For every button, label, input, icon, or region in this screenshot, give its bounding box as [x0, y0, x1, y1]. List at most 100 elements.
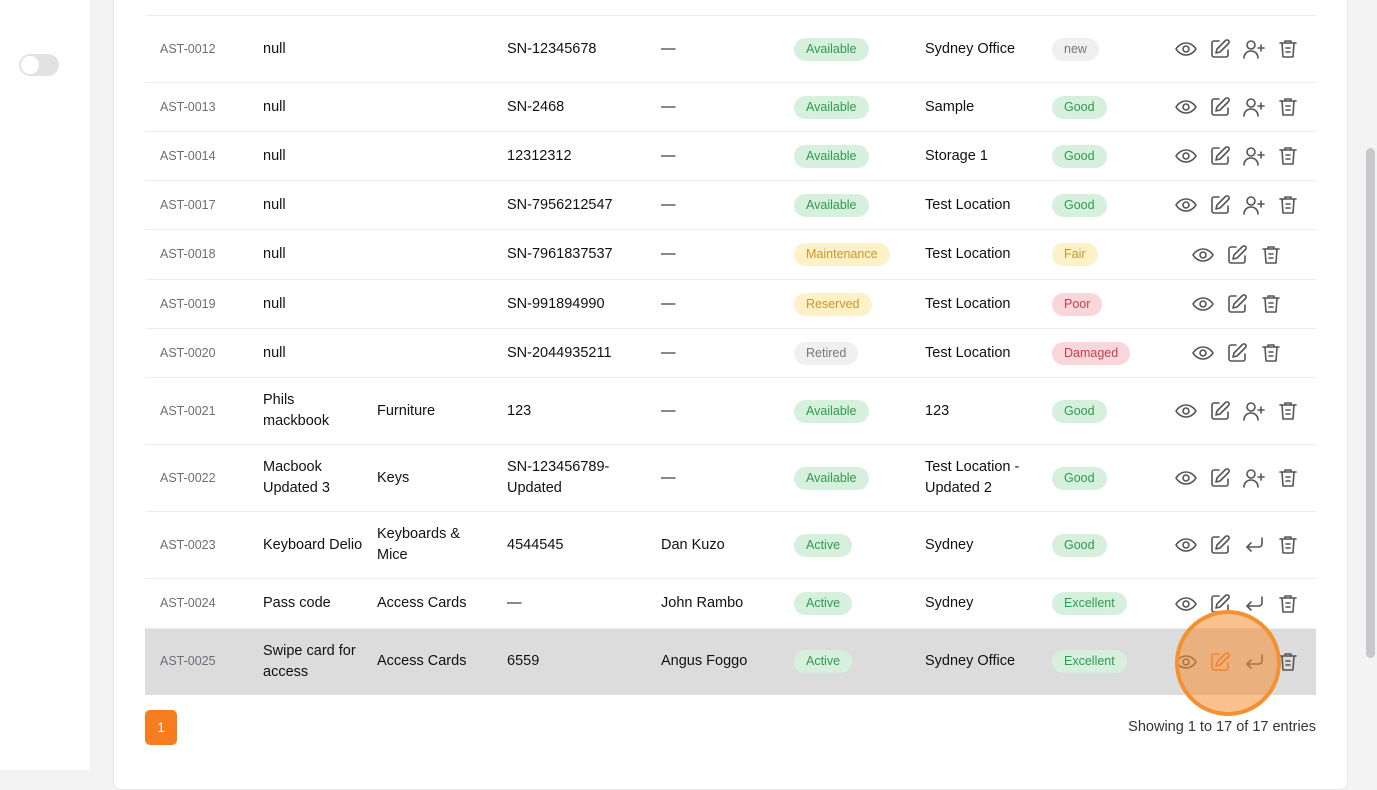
table-row: AST-0019 null SN-991894990 — Reserved Te… [145, 279, 1316, 329]
edit-icon[interactable] [1208, 193, 1232, 217]
eye-icon[interactable] [1174, 399, 1198, 423]
asset-category: Access Cards [377, 653, 467, 670]
trash-icon[interactable] [1276, 466, 1300, 490]
eye-icon[interactable] [1174, 144, 1198, 168]
asset-name: null [263, 295, 286, 312]
table-row: AST-0025 Swipe card for access Access Ca… [145, 628, 1316, 695]
asset-id: AST-0019 [160, 296, 216, 311]
row-actions [1167, 399, 1307, 423]
trash-icon[interactable] [1276, 193, 1300, 217]
asset-serial: SN-7956212547 [507, 196, 613, 213]
trash-icon[interactable] [1276, 144, 1300, 168]
asset-location: Test Location [925, 246, 1011, 262]
asset-location: Sydney Office [925, 40, 1016, 57]
row-actions [1167, 95, 1307, 119]
trash-icon[interactable] [1276, 592, 1300, 616]
asset-location: Sydney Office [925, 653, 1016, 670]
table-row: AST-0020 null SN-2044935211 — Retired Te… [145, 328, 1316, 378]
asset-location: 123 [925, 402, 950, 419]
row-actions [1167, 193, 1307, 217]
condition-badge: new [1052, 37, 1099, 61]
return-icon[interactable] [1242, 533, 1266, 557]
condition-badge: Good [1052, 95, 1107, 119]
eye-icon[interactable] [1174, 37, 1198, 61]
assigned-to: — [661, 402, 676, 419]
edit-icon[interactable] [1225, 292, 1249, 316]
asset-id: AST-0018 [160, 247, 216, 261]
asset-serial: SN-991894990 [507, 295, 605, 312]
trash-icon[interactable] [1259, 243, 1283, 267]
row-actions [1167, 144, 1307, 168]
return-icon[interactable] [1242, 592, 1266, 616]
asset-serial: SN-12345678 [507, 40, 597, 57]
trash-icon[interactable] [1259, 341, 1283, 365]
asset-id: AST-0017 [160, 197, 216, 212]
row-actions [1167, 37, 1307, 61]
asset-name: Pass code [263, 595, 331, 611]
edit-icon[interactable] [1208, 466, 1232, 490]
asset-location: Storage 1 [925, 147, 988, 164]
scrollbar[interactable] [1366, 148, 1375, 658]
asset-category [377, 181, 507, 230]
eye-icon[interactable] [1174, 193, 1198, 217]
user-plus-icon[interactable] [1242, 95, 1266, 119]
asset-location: Sydney [925, 595, 974, 611]
asset-name: null [263, 98, 286, 115]
edit-icon[interactable] [1225, 341, 1249, 365]
asset-location: Test Location [925, 196, 1011, 213]
asset-id: AST-0014 [160, 148, 216, 163]
table-row: AST-0018 null SN-7961837537 — Maintenanc… [145, 229, 1316, 280]
row-actions [1167, 243, 1307, 267]
asset-serial: 12312312 [507, 147, 572, 164]
sidebar [0, 0, 90, 770]
eye-icon[interactable] [1191, 341, 1215, 365]
status-badge: Reserved [794, 292, 872, 316]
eye-icon[interactable] [1174, 592, 1198, 616]
assigned-to: — [661, 196, 676, 213]
status-badge: Available [794, 95, 869, 119]
edit-icon[interactable] [1225, 243, 1249, 267]
edit-icon[interactable] [1208, 399, 1232, 423]
status-badge: Retired [794, 341, 859, 365]
trash-icon[interactable] [1276, 95, 1300, 119]
asset-id: AST-0013 [160, 99, 216, 114]
asset-serial: SN-7961837537 [507, 246, 613, 262]
toggle-knob [21, 56, 39, 74]
edit-icon[interactable] [1208, 37, 1232, 61]
eye-icon[interactable] [1191, 243, 1215, 267]
assigned-to: John Rambo [661, 595, 744, 611]
trash-icon[interactable] [1276, 37, 1300, 61]
condition-badge: Good [1052, 144, 1107, 168]
asset-name: Swipe card for access [263, 642, 356, 680]
eye-icon[interactable] [1174, 533, 1198, 557]
eye-icon[interactable] [1174, 466, 1198, 490]
table-row: AST-0012 null SN-12345678 — Available Sy… [145, 15, 1316, 83]
page-1-button[interactable]: 1 [145, 710, 177, 745]
trash-icon[interactable] [1259, 292, 1283, 316]
user-plus-icon[interactable] [1242, 193, 1266, 217]
edit-icon[interactable] [1208, 533, 1232, 557]
eye-icon[interactable] [1174, 95, 1198, 119]
assigned-to: Angus Foggo [661, 653, 748, 670]
user-plus-icon[interactable] [1242, 466, 1266, 490]
trash-icon[interactable] [1276, 399, 1300, 423]
trash-icon[interactable] [1276, 533, 1300, 557]
eye-icon[interactable] [1191, 292, 1215, 316]
row-actions [1167, 592, 1307, 616]
assigned-to: — [661, 40, 676, 57]
assets-card [113, 0, 1348, 790]
edit-icon[interactable] [1208, 144, 1232, 168]
asset-id: AST-0025 [160, 654, 216, 669]
assigned-to: — [661, 344, 676, 361]
asset-serial: SN-2468 [507, 98, 565, 115]
status-badge: Available [794, 466, 869, 490]
theme-toggle[interactable] [19, 54, 59, 76]
trash-icon[interactable] [1276, 650, 1300, 674]
user-plus-icon[interactable] [1242, 399, 1266, 423]
user-plus-icon[interactable] [1242, 144, 1266, 168]
row-actions [1167, 466, 1307, 490]
asset-id: AST-0020 [160, 345, 216, 360]
edit-icon[interactable] [1208, 95, 1232, 119]
asset-serial: SN-2044935211 [507, 344, 612, 361]
user-plus-icon[interactable] [1242, 37, 1266, 61]
